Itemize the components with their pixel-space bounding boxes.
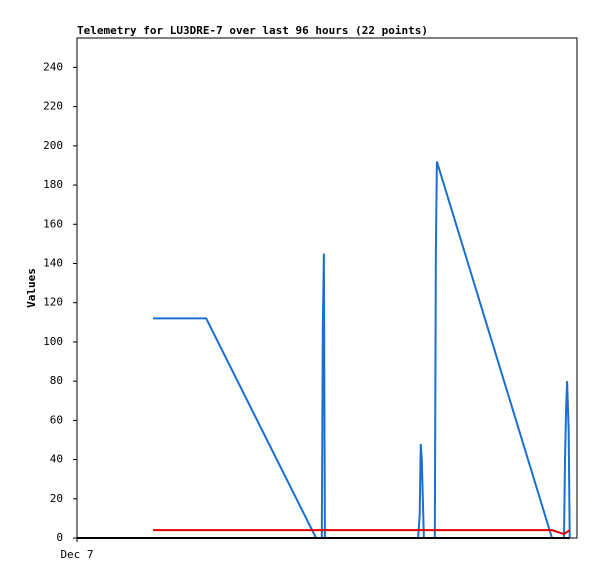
y-tick-label: 60	[50, 413, 63, 426]
y-tick-label: 220	[43, 100, 63, 113]
y-axis-label: Values	[25, 268, 38, 308]
y-tick-label: 140	[43, 256, 63, 269]
y-tick-label: 180	[43, 178, 63, 191]
y-tick-label: 0	[56, 531, 63, 544]
y-tick-label: 200	[43, 139, 63, 152]
y-tick-label: 160	[43, 217, 63, 230]
x-tick-label: Dec 7	[60, 548, 93, 561]
y-tick-label: 40	[50, 453, 63, 466]
y-tick-label: 240	[43, 60, 63, 73]
y-tick-label: 100	[43, 335, 63, 348]
y-tick-label: 120	[43, 296, 63, 309]
series-line	[153, 161, 571, 539]
series-line	[153, 529, 571, 536]
plot-frame	[76, 37, 578, 539]
chart-title: Telemetry for LU3DRE-7 over last 96 hour…	[77, 24, 428, 37]
y-tick-label: 80	[50, 374, 63, 387]
y-tick-label: 20	[50, 492, 63, 505]
